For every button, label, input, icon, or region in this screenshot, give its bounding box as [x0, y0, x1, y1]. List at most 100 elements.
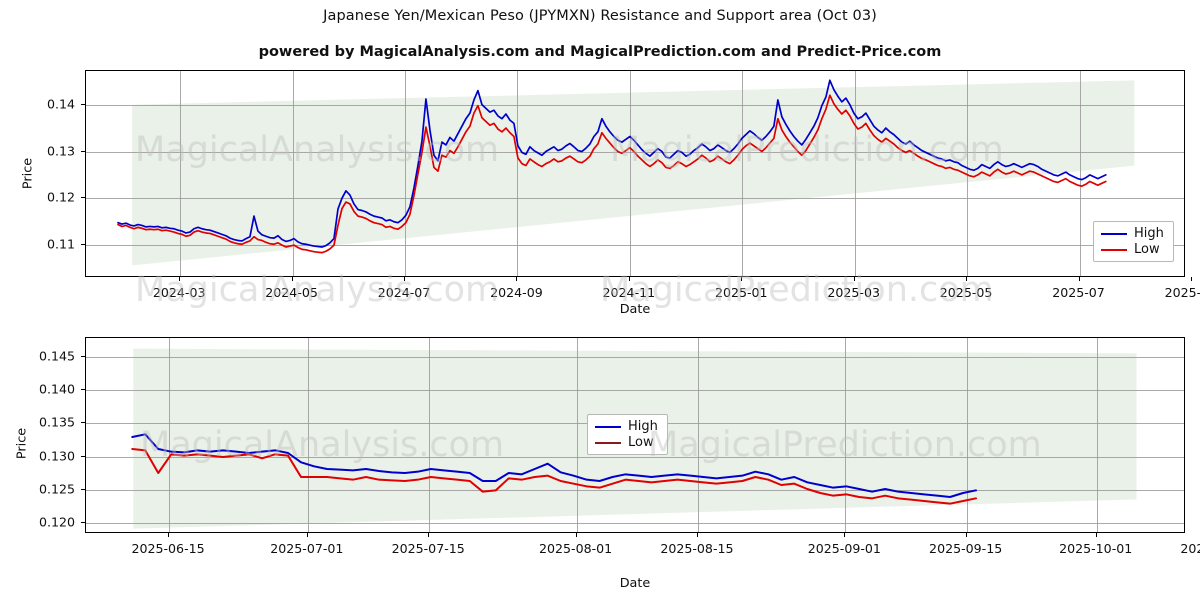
gridline-vertical — [697, 338, 699, 532]
gridline-vertical — [180, 71, 182, 276]
gridline-horizontal — [86, 456, 1184, 458]
gridline-vertical — [967, 71, 969, 276]
gridline-vertical — [966, 338, 968, 532]
legend-swatch-high — [1101, 232, 1127, 235]
y-tickmark — [81, 150, 85, 152]
gridline-horizontal — [86, 245, 1184, 247]
gridline-vertical — [292, 71, 294, 276]
x-axis-tick-label: 2025-01 — [714, 285, 768, 300]
y-axis-tick-label: 0.11 — [46, 236, 75, 252]
series-line-low — [117, 94, 1107, 254]
x-axis-tick-label: 2025-09 — [1164, 285, 1200, 300]
x-tickmark — [516, 277, 518, 281]
x-tickmark — [1078, 277, 1080, 281]
x-axis-tick-label: 2025-08-01 — [538, 541, 613, 556]
x-axis-tick-label: 2025-06-15 — [131, 541, 205, 556]
gridline-vertical — [845, 338, 847, 532]
y-axis-tick-label: 0.140 — [38, 381, 75, 397]
page-subtitle: powered by MagicalAnalysis.com and Magic… — [258, 44, 942, 60]
gridline-horizontal — [86, 356, 1184, 358]
x-tickmark — [428, 533, 430, 537]
y-axis-tick-label: 0.12 — [46, 189, 75, 205]
gridline-vertical — [1096, 338, 1098, 532]
x-axis-tick-label: 2025-05 — [939, 285, 993, 300]
legend-swatch-low — [595, 441, 621, 444]
x-axis-tick-label: 2025-03 — [827, 285, 880, 300]
upper-chart-xlabel: Date — [619, 302, 651, 317]
x-tickmark — [853, 277, 855, 281]
x-tickmark — [741, 277, 743, 281]
gridline-horizontal — [86, 523, 1184, 525]
legend-label-high: High — [1134, 226, 1164, 241]
x-tickmark — [575, 533, 577, 537]
gridline-vertical — [629, 71, 631, 276]
x-tickmark — [965, 533, 967, 537]
series-line-high — [131, 433, 977, 498]
lower-chart-legend[interactable]: High Low — [587, 414, 668, 455]
gridline-vertical — [307, 338, 309, 532]
x-axis-tick-label: 2024-07 — [377, 285, 431, 300]
x-axis-tick-label: 2025-07-01 — [270, 541, 344, 556]
y-axis-tick-label: 0.145 — [38, 348, 75, 364]
x-axis-tick-label: 2024-09 — [490, 285, 543, 300]
x-tickmark — [179, 277, 181, 281]
x-tickmark — [966, 277, 968, 281]
y-tickmark — [81, 244, 85, 246]
x-axis-tick-label: 2025-07 — [1052, 285, 1105, 300]
x-axis-tick-label: 2025-09-15 — [929, 541, 1003, 556]
legend-label-low: Low — [628, 435, 654, 450]
x-axis-tick-label: 2025-10-01 — [1059, 541, 1133, 556]
gridline-vertical — [169, 338, 171, 532]
y-tickmark — [81, 422, 85, 424]
y-tickmark — [81, 355, 85, 357]
x-axis-tick-label: 2024-11 — [602, 285, 656, 300]
series-line-high — [117, 79, 1107, 248]
y-axis-tick-label: 0.120 — [38, 514, 75, 530]
y-axis-tick-label: 0.130 — [38, 448, 75, 464]
lower-chart-xlabel: Date — [619, 576, 651, 591]
x-tickmark — [306, 533, 308, 537]
lower-chart-panel: Price Date High Low 0.120 0.125 0.130 0.135… — [0, 320, 1200, 600]
gridline-horizontal — [86, 104, 1184, 106]
legend-label-low: Low — [1134, 242, 1160, 257]
x-tickmark — [404, 277, 405, 281]
gridline-horizontal — [86, 490, 1184, 491]
legend-swatch-low — [1101, 248, 1127, 251]
legend-label-high: High — [628, 419, 658, 434]
y-axis-tick-label: 0.135 — [38, 414, 75, 430]
x-axis-tick-label: 2025-10-15 — [1180, 541, 1200, 556]
gridline-vertical — [1079, 71, 1081, 276]
y-tickmark — [81, 455, 85, 457]
x-axis-tick-label: 2025-08-15 — [660, 541, 734, 556]
series-line-low — [131, 448, 977, 505]
y-tickmark — [81, 197, 85, 199]
x-tickmark — [168, 533, 170, 537]
x-axis-tick-label: 2025-09-01 — [807, 541, 881, 556]
x-axis-tick-label: 2025-07-15 — [391, 541, 465, 556]
y-tickmark — [81, 103, 85, 105]
gridline-vertical — [854, 71, 856, 276]
legend-row-high: High — [595, 420, 658, 433]
x-axis-tick-label: 2024-05 — [265, 285, 318, 300]
upper-chart-legend[interactable]: High Low — [1093, 221, 1174, 262]
gridline-vertical — [517, 71, 519, 276]
x-axis-tick-label: 2024-03 — [152, 285, 206, 300]
gridline-horizontal — [86, 198, 1184, 200]
gridline-horizontal — [86, 390, 1184, 391]
page-title: Japanese Yen/Mexican Peso (JPYMXN) Resis… — [323, 8, 877, 24]
legend-row-high: High — [1101, 227, 1164, 240]
gridline-vertical — [429, 338, 431, 532]
y-axis-tick-label: 0.14 — [46, 96, 75, 112]
x-tickmark — [844, 533, 846, 537]
legend-row-low: Low — [595, 436, 658, 449]
gridline-vertical — [576, 338, 578, 532]
lower-chart-series-layer — [131, 433, 977, 505]
x-tickmark — [628, 277, 630, 281]
y-axis-tick-label: 0.125 — [38, 481, 75, 497]
y-tickmark — [81, 389, 85, 390]
y-tickmark — [81, 522, 85, 524]
x-tickmark — [1095, 533, 1097, 537]
x-tickmark — [1190, 277, 1192, 281]
x-tickmark — [291, 277, 293, 281]
